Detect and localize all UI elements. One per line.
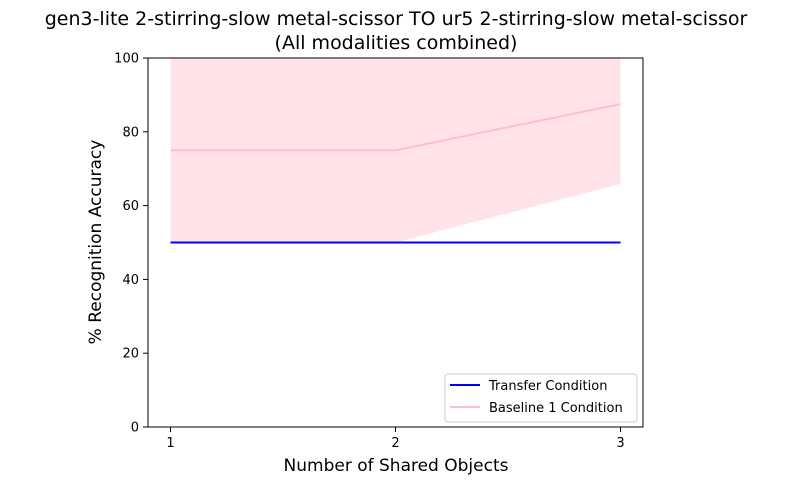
legend-box [444, 373, 638, 423]
y-tick-label: 80 [122, 125, 139, 140]
axis-ticks: 1 2 3 0 20 40 60 80 100 [114, 52, 624, 452]
y-tick-label: 60 [122, 199, 139, 214]
y-tick-label: 40 [122, 273, 139, 288]
legend-label-transfer: Transfer Condition [488, 379, 607, 394]
x-tick-label: 1 [166, 436, 174, 451]
y-axis-label: % Recognition Accuracy [86, 140, 106, 345]
plot-area [170, 58, 621, 244]
legend-label-baseline-1: Baseline 1 Condition [489, 401, 623, 416]
y-tick-label: 20 [122, 347, 139, 362]
x-tick-label: 2 [391, 436, 399, 451]
chart-title-line2: (All modalities combined) [275, 32, 518, 54]
y-tick-label: 0 [131, 421, 139, 436]
series-line-baseline-1 [170, 103, 621, 152]
legend: Transfer Condition Baseline 1 Condition [444, 373, 638, 423]
chart-title-line1: gen3-lite 2-stirring-slow metal-scissor … [45, 8, 748, 30]
x-axis-label: Number of Shared Objects [284, 456, 509, 476]
y-tick-label: 100 [114, 52, 139, 67]
x-tick-label: 3 [616, 436, 624, 451]
